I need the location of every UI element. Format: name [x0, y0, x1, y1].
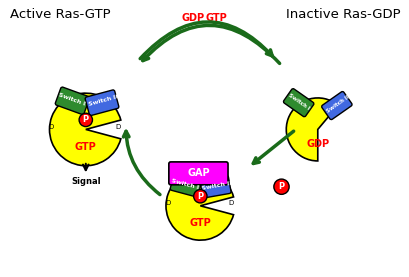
Text: GAP: GAP — [187, 168, 209, 178]
Wedge shape — [166, 171, 233, 240]
Text: D: D — [228, 200, 233, 206]
Text: Active Ras-GTP: Active Ras-GTP — [10, 8, 110, 21]
Text: GTP: GTP — [75, 142, 97, 152]
Text: Inactive Ras-GDP: Inactive Ras-GDP — [285, 8, 400, 21]
Text: Switch II: Switch II — [200, 181, 231, 191]
Text: Signal: Signal — [71, 178, 100, 186]
Wedge shape — [285, 98, 337, 161]
FancyBboxPatch shape — [283, 89, 313, 117]
FancyBboxPatch shape — [55, 87, 89, 114]
Circle shape — [273, 179, 288, 194]
Text: GTP: GTP — [205, 12, 227, 23]
Text: D: D — [165, 200, 170, 206]
Text: P: P — [278, 182, 284, 191]
Text: GDP: GDP — [306, 139, 328, 149]
Text: Switch I: Switch I — [286, 93, 310, 111]
Circle shape — [79, 113, 92, 127]
FancyBboxPatch shape — [170, 173, 201, 197]
Text: P: P — [83, 116, 89, 124]
Text: GDP: GDP — [181, 12, 204, 23]
Text: P: P — [197, 192, 203, 201]
FancyBboxPatch shape — [85, 90, 119, 116]
FancyBboxPatch shape — [200, 176, 230, 198]
Text: Switch II: Switch II — [325, 94, 349, 113]
Circle shape — [193, 189, 207, 203]
FancyBboxPatch shape — [169, 162, 227, 185]
FancyBboxPatch shape — [321, 91, 351, 120]
Text: D: D — [49, 124, 54, 130]
Text: Switch I: Switch I — [171, 178, 199, 190]
Text: Switch I: Switch I — [57, 93, 85, 107]
Text: D: D — [115, 124, 121, 130]
Text: Switch II: Switch II — [87, 94, 118, 107]
Text: GTP: GTP — [189, 218, 211, 228]
Wedge shape — [49, 93, 121, 166]
